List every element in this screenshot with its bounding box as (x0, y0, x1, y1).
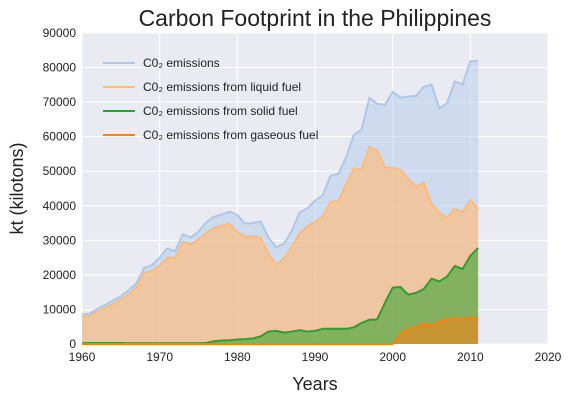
legend: C0₂ emissions C0₂ emissions from liquid f… (103, 56, 318, 142)
y-axis-label: kt (kilotons) (7, 142, 27, 234)
x-tick-label: 1970 (146, 350, 173, 364)
x-tick-label: 2000 (379, 350, 406, 364)
y-tick-label: 30000 (43, 233, 77, 247)
x-tick-label: 2010 (457, 350, 484, 364)
x-tick-labels: 1960 1970 1980 1990 2000 2010 2020 (69, 350, 562, 364)
series-line-1 (81, 146, 479, 319)
y-tick-label: 0 (69, 337, 76, 351)
x-tick-label: 1990 (302, 350, 329, 364)
legend-label-0: C0₂ emissions (143, 56, 220, 70)
series-line-0 (81, 59, 479, 316)
y-tick-label: 70000 (43, 95, 77, 109)
legend-label-1: C0₂ emissions from liquid fuel (143, 80, 301, 94)
y-tick-label: 80000 (43, 61, 77, 75)
series-area-1 (82, 147, 479, 344)
chart-title: Carbon Footprint in the Philippines (139, 5, 492, 31)
y-tick-label: 20000 (43, 268, 77, 282)
legend-label-2: C0₂ emissions from solid fuel (143, 104, 298, 118)
y-tick-label: 50000 (43, 164, 77, 178)
series-line-3 (82, 316, 479, 345)
x-tick-label: 1980 (224, 350, 251, 364)
legend-label-3: C0₂ emissions from gaseous fuel (143, 128, 318, 142)
y-tick-labels: 0 10000 20000 30000 40000 50000 60000 70000 8000… (43, 26, 77, 351)
y-tick-label: 60000 (43, 130, 77, 144)
series-areas (82, 60, 479, 344)
y-tick-label: 90000 (43, 26, 77, 40)
x-axis-label: Years (292, 374, 337, 394)
x-tick-label: 2020 (535, 350, 562, 364)
series-area-3 (82, 317, 479, 344)
y-tick-label: 10000 (43, 302, 77, 316)
x-tick-label: 1960 (69, 350, 96, 364)
series-area-2 (82, 247, 479, 344)
series-lines (81, 59, 479, 345)
y-tick-label: 40000 (43, 199, 77, 213)
